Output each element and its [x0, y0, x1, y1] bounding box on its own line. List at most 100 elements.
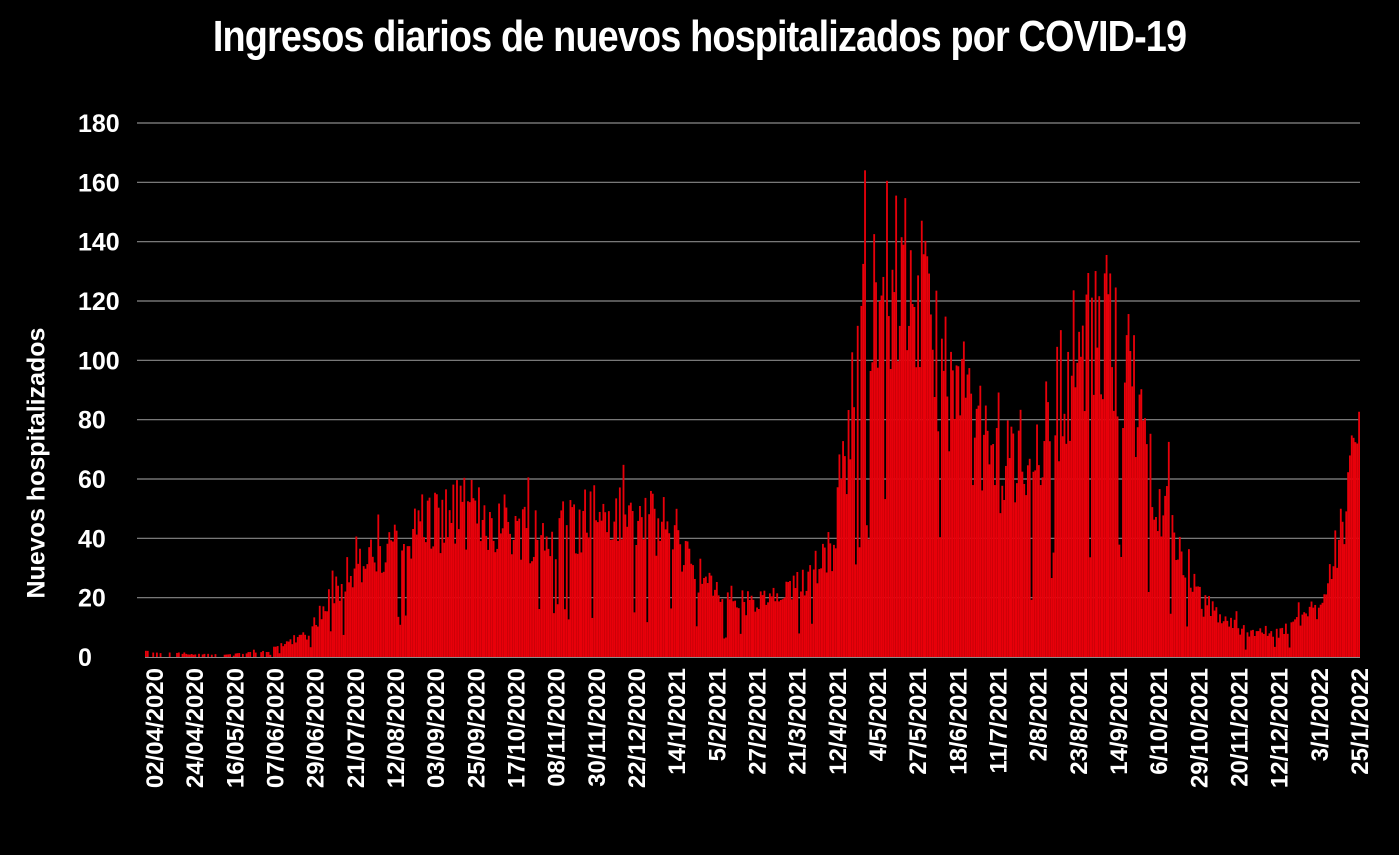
bar [871, 362, 874, 657]
bar [384, 562, 387, 657]
bar [994, 485, 996, 657]
x-tick-label: 14/9/2021 [1106, 668, 1133, 775]
bar [1356, 443, 1359, 657]
bar [829, 543, 832, 657]
bar [571, 507, 574, 657]
bar [682, 565, 685, 657]
bar [521, 509, 524, 657]
bar [435, 494, 438, 657]
bar [1281, 627, 1284, 657]
bar [911, 303, 914, 657]
bar [609, 539, 612, 657]
bar [1054, 435, 1057, 657]
bar [650, 490, 652, 657]
bar [203, 653, 206, 657]
bar [421, 494, 424, 657]
bar [278, 653, 281, 657]
bar [1202, 616, 1205, 657]
bar [1187, 549, 1190, 657]
bar [783, 597, 786, 657]
bar [176, 652, 178, 657]
bar [602, 503, 605, 657]
bar [1103, 273, 1106, 657]
bar [1127, 314, 1130, 657]
bar [298, 634, 301, 657]
bar [232, 655, 235, 657]
bar [743, 602, 746, 657]
bar [1023, 483, 1026, 657]
bar [617, 540, 619, 657]
bar [1290, 622, 1293, 657]
bar [613, 521, 616, 657]
bar [1012, 433, 1015, 657]
bar [964, 397, 967, 657]
bar [1006, 420, 1009, 657]
bar [373, 562, 376, 657]
bar [327, 589, 330, 657]
x-tick-label: 12/4/2021 [825, 668, 852, 775]
bar [349, 575, 352, 657]
bar [946, 396, 949, 657]
bar [404, 615, 407, 657]
bar [913, 306, 916, 657]
bar [554, 559, 557, 657]
bar [1358, 411, 1360, 657]
bar [1283, 633, 1285, 657]
bar [977, 405, 980, 657]
bar [1034, 470, 1037, 657]
bar [262, 650, 264, 657]
bar [679, 544, 682, 657]
bar [445, 489, 447, 657]
bar [1019, 409, 1022, 657]
bar [1248, 636, 1251, 657]
bar [201, 654, 204, 657]
bar [1072, 290, 1075, 657]
bar [834, 548, 837, 657]
bar [928, 273, 930, 657]
bar [878, 301, 881, 657]
bar [761, 595, 764, 657]
bar [880, 295, 883, 657]
bar [620, 539, 623, 657]
bar [1133, 335, 1135, 657]
bar [1186, 626, 1188, 657]
bar [957, 366, 960, 657]
bar [631, 511, 634, 657]
bar [1171, 515, 1174, 657]
bar [335, 576, 338, 657]
bar [375, 571, 378, 657]
x-tick-label: 11/7/2021 [986, 668, 1013, 773]
bar [1191, 591, 1194, 657]
bar [410, 558, 413, 657]
x-tick-label: 23/8/2021 [1066, 668, 1093, 775]
bar [465, 549, 468, 657]
bar [869, 370, 872, 657]
bar [886, 180, 888, 657]
bar [337, 585, 339, 657]
bar [703, 577, 705, 657]
y-tick-label: 120 [78, 288, 120, 316]
bar [413, 508, 416, 657]
x-tick-label: 08/11/2020 [544, 668, 571, 787]
bar [840, 478, 843, 657]
bar [1134, 457, 1137, 657]
x-tick-label: 2/8/2021 [1026, 668, 1053, 761]
bar [498, 503, 500, 657]
bar [446, 537, 449, 657]
bar [225, 654, 228, 657]
bar [979, 385, 982, 657]
bar [412, 529, 414, 657]
bar [499, 533, 502, 657]
bar [909, 250, 912, 657]
bar [1032, 471, 1035, 657]
bar [527, 477, 530, 657]
bar [320, 619, 323, 657]
bar [1252, 629, 1254, 657]
bar [867, 539, 870, 657]
bar [728, 599, 731, 657]
bar [285, 641, 288, 657]
bar [1180, 551, 1183, 657]
bar [1273, 646, 1276, 657]
bar [1166, 486, 1168, 657]
bar [403, 543, 405, 657]
